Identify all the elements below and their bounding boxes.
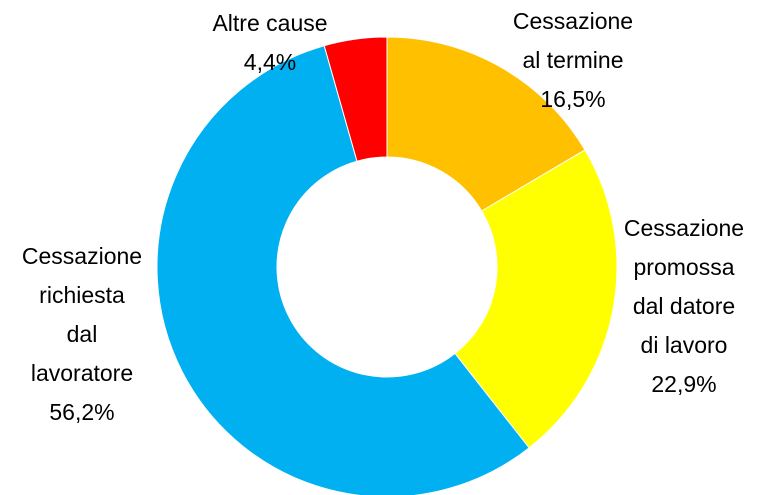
data-label: Cessazione al termine 16,5% <box>513 8 633 112</box>
value-label: 56,2% <box>49 399 114 425</box>
label-line: al termine <box>523 47 624 73</box>
label-line: di lavoro <box>641 332 728 358</box>
label-line: richiesta <box>39 282 125 308</box>
value-label: 22,9% <box>651 371 716 397</box>
data-label: Altre cause 4,4% <box>212 10 327 75</box>
value-label: 16,5% <box>540 86 605 112</box>
label-line: promossa <box>634 254 735 280</box>
category-label: Cessazione al termine <box>513 8 633 73</box>
label-line: dal <box>67 321 98 347</box>
category-label: Cessazione promossa dal datore di lavoro <box>624 215 744 358</box>
donut-slice <box>386 36 586 212</box>
category-label: Altre cause <box>212 10 327 36</box>
label-line: Cessazione <box>513 8 633 34</box>
donut-slice <box>454 149 618 449</box>
label-line: dal datore <box>633 293 735 319</box>
value-label: 4,4% <box>244 49 296 75</box>
donut-slice <box>323 36 388 162</box>
label-line: lavoratore <box>31 360 133 386</box>
donut-slice <box>156 45 530 495</box>
data-label: Cessazione richiesta dal lavoratore 56,2% <box>22 243 142 425</box>
label-line: Cessazione <box>624 215 744 241</box>
data-label: Cessazione promossa dal datore di lavoro 22,… <box>624 215 744 397</box>
label-line: Altre cause <box>212 10 327 36</box>
label-line: Cessazione <box>22 243 142 269</box>
category-label: Cessazione richiesta dal lavoratore <box>22 243 142 386</box>
